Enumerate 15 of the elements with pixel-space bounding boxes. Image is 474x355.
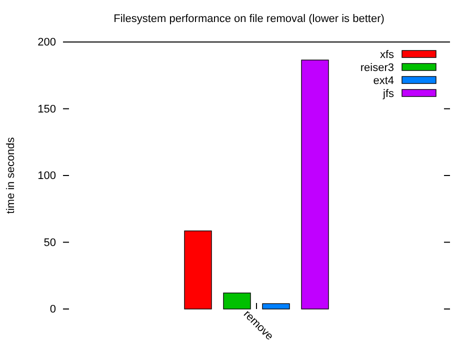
y-tick-label: 200 bbox=[38, 36, 56, 49]
legend-label: jfs bbox=[382, 88, 394, 100]
bar bbox=[262, 303, 290, 310]
legend-label: reiser3 bbox=[360, 62, 394, 74]
bar bbox=[223, 292, 251, 310]
y-tick-label: 50 bbox=[44, 236, 56, 249]
y-tick-label: 100 bbox=[38, 170, 56, 182]
chart-title: Filesystem performance on file removal (lower is better) bbox=[114, 13, 384, 25]
bar bbox=[301, 60, 329, 310]
y-axis-title: time in seconds bbox=[5, 136, 17, 214]
y-tick-label: 0 bbox=[50, 304, 56, 316]
bar bbox=[184, 230, 212, 310]
legend-label: ext4 bbox=[373, 74, 394, 87]
y-tick-label: 150 bbox=[38, 103, 56, 116]
legend-label: xfs bbox=[380, 48, 394, 61]
